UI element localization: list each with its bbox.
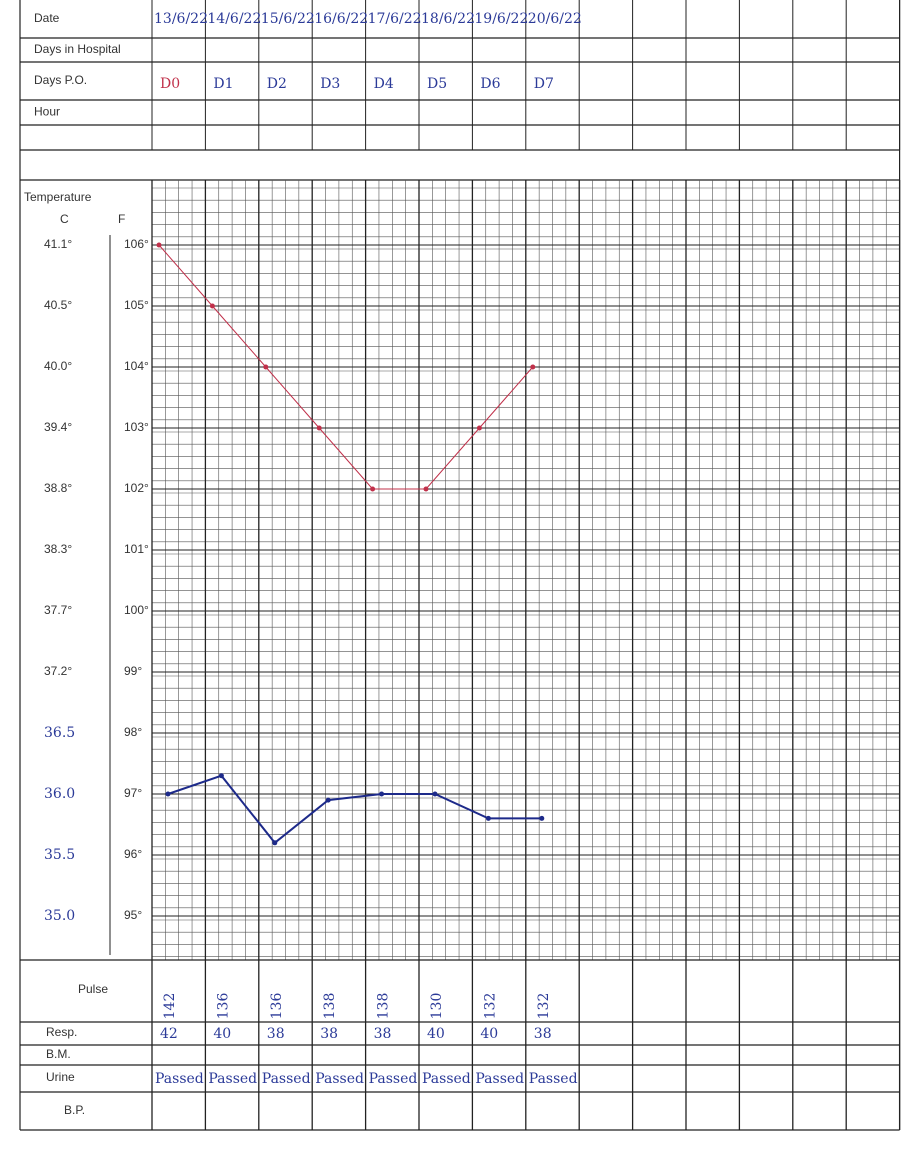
pulse-point (166, 792, 171, 797)
resp-entry: 40 (427, 1026, 445, 1042)
resp-entry: 40 (213, 1026, 231, 1042)
date-entry: 18/6/22 (421, 11, 475, 27)
pulse-entry: 136 (269, 993, 285, 1020)
day-po-entry: D0 (160, 76, 180, 92)
temperature-point (370, 487, 375, 492)
temperature-point (317, 426, 322, 431)
c-scale-label: 38.8° (44, 481, 72, 495)
day-po-entry: D3 (320, 76, 340, 92)
resp-label: Resp. (46, 1025, 77, 1039)
f-scale-label: 95° (124, 908, 142, 922)
c-scale-label: 39.4° (44, 420, 72, 434)
pulse-entry: 130 (429, 993, 445, 1020)
urine-label: Urine (46, 1070, 75, 1084)
pulse-point (379, 792, 384, 797)
f-scale-label: 96° (124, 847, 142, 861)
pulse-point (272, 840, 277, 845)
pulse-entry: 132 (536, 993, 552, 1020)
day-po-entry: D7 (534, 76, 554, 92)
day-po-entry: D2 (267, 76, 287, 92)
c-scale-label: 37.2° (44, 664, 72, 678)
temperature-point (157, 243, 162, 248)
day-po-entry: D6 (480, 76, 500, 92)
chart-sheet: Date Days in Hospital Days P.O. Hour 13/6/22… (0, 0, 919, 1158)
paper (0, 0, 919, 1158)
f-scale-label: 97° (124, 786, 142, 800)
header-label: Days P.O. (34, 73, 87, 87)
temperature-point (210, 304, 215, 309)
temperature-point (477, 426, 482, 431)
temperature-point (424, 487, 429, 492)
pulse-entry: 132 (482, 993, 498, 1020)
date-entry: 15/6/22 (261, 11, 315, 27)
resp-entry: 38 (374, 1026, 392, 1042)
c-scale-label: 35.5 (44, 847, 75, 863)
bm-label: B.M. (46, 1047, 71, 1061)
c-scale-label: 35.0 (44, 908, 75, 924)
pulse-entry: 138 (322, 993, 338, 1020)
urine-entry: Passed (208, 1071, 257, 1087)
f-scale-label: 104° (124, 359, 149, 373)
date-entry: 17/6/22 (368, 11, 422, 27)
c-scale-label: 40.5° (44, 298, 72, 312)
header-label: Days in Hospital (34, 42, 121, 56)
urine-entry: Passed (315, 1071, 364, 1087)
pulse-label: Pulse (78, 982, 108, 996)
resp-entry: 42 (160, 1026, 178, 1042)
urine-entry: Passed (422, 1071, 471, 1087)
day-po-entry: D4 (374, 76, 394, 92)
c-scale-label: 36.5 (44, 725, 75, 741)
c-label: C (60, 212, 69, 226)
pulse-point (433, 792, 438, 797)
urine-entry: Passed (475, 1071, 524, 1087)
resp-entry: 38 (534, 1026, 552, 1042)
f-scale-label: 105° (124, 298, 149, 312)
date-entry: 16/6/22 (314, 11, 368, 27)
c-scale-label: 37.7° (44, 603, 72, 617)
c-scale-label: 40.0° (44, 359, 72, 373)
resp-entry: 38 (267, 1026, 285, 1042)
f-scale-label: 99° (124, 664, 142, 678)
date-entry: 20/6/22 (528, 11, 582, 27)
c-scale-label: 41.1° (44, 237, 72, 251)
pulse-point (486, 816, 491, 821)
date-entry: 19/6/22 (474, 11, 528, 27)
c-scale-label: 38.3° (44, 542, 72, 556)
urine-entry: Passed (529, 1071, 578, 1087)
day-po-entry: D5 (427, 76, 447, 92)
f-scale-label: 101° (124, 542, 149, 556)
header-label: Hour (34, 105, 60, 119)
f-scale-label: 102° (124, 481, 149, 495)
urine-entry: Passed (369, 1071, 418, 1087)
temperature-label: Temperature (24, 190, 92, 204)
temperature-point (530, 365, 535, 370)
date-entry: 13/6/22 (154, 11, 208, 27)
bp-label: B.P. (64, 1103, 85, 1117)
f-scale-label: 98° (124, 725, 142, 739)
urine-entry: Passed (155, 1071, 204, 1087)
f-scale-label: 100° (124, 603, 149, 617)
pulse-point (539, 816, 544, 821)
resp-entry: 38 (320, 1026, 338, 1042)
urine-entry: Passed (262, 1071, 311, 1087)
f-scale-label: 103° (124, 420, 149, 434)
f-label: F (118, 212, 125, 226)
date-entry: 14/6/22 (207, 11, 261, 27)
pulse-entry: 136 (215, 993, 231, 1020)
resp-entry: 40 (480, 1026, 498, 1042)
pulse-entry: 142 (162, 993, 178, 1020)
pulse-entry: 138 (376, 993, 392, 1020)
c-scale-label: 36.0 (44, 786, 75, 802)
day-po-entry: D1 (213, 76, 233, 92)
f-scale-label: 106° (124, 237, 149, 251)
temperature-point (263, 365, 268, 370)
header-label: Date (34, 11, 60, 25)
pulse-point (326, 798, 331, 803)
pulse-point (219, 773, 224, 778)
